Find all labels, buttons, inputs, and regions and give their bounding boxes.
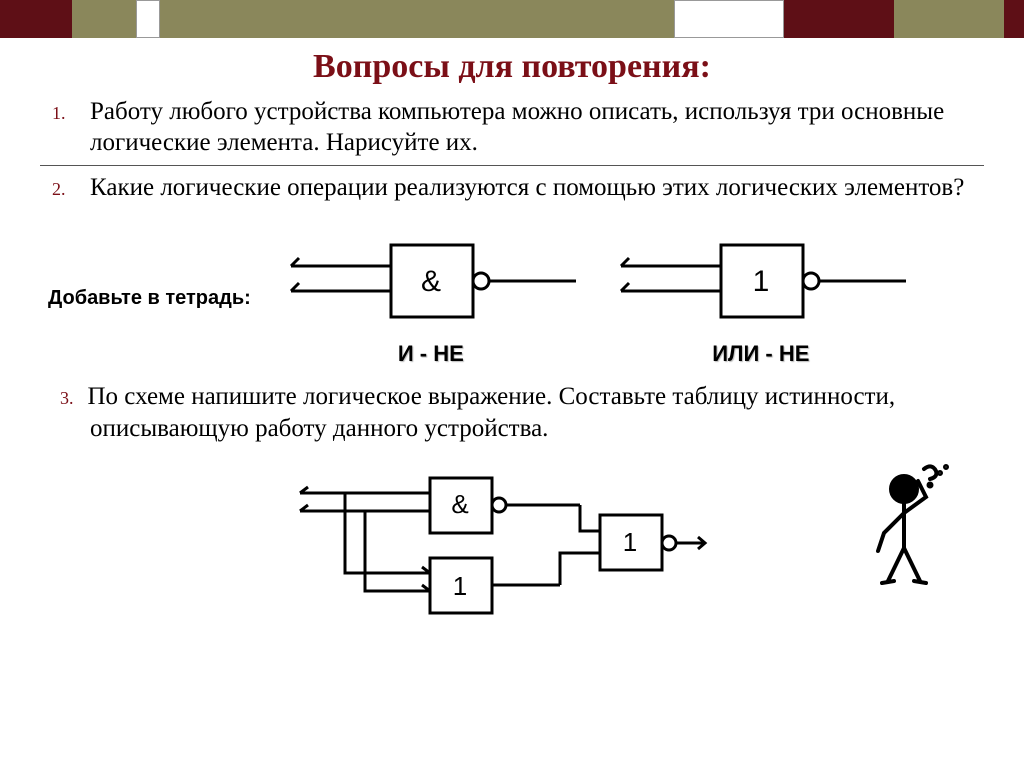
nor-symbol: 1 [752, 265, 769, 298]
notebook-note-label: Добавьте в тетрадь: [48, 287, 251, 310]
nor-caption: ИЛИ - НЕ [712, 341, 809, 367]
question-3-number: 3. [60, 388, 74, 408]
bar-seg [72, 0, 136, 38]
circuit-diagram: & 1 1 [290, 463, 710, 623]
circuit-gate1-symbol: & [451, 489, 468, 519]
bar-seg [674, 0, 784, 38]
question-2-text: Какие логические операции реализуются с … [70, 172, 984, 203]
nor-gate-block: 1 ИЛИ - НЕ [611, 231, 911, 367]
divider [40, 165, 984, 166]
circuit-gate3-symbol: 1 [623, 527, 637, 557]
page-title: Вопросы для повторения: [40, 48, 984, 86]
nand-caption: И - НЕ [398, 341, 464, 367]
top-decorative-bar [0, 0, 1024, 38]
bar-seg [160, 0, 674, 38]
question-3-text: По схеме напишите логическое выражение. … [88, 383, 896, 442]
bar-seg [0, 0, 72, 38]
question-1: Работу любого устройства компьютера можн… [70, 96, 984, 159]
question-1-text: Работу любого устройства компьютера можн… [70, 96, 984, 159]
nand-symbol: & [421, 265, 441, 298]
thinking-stickman-icon [854, 463, 954, 593]
nand-gate-icon: & [281, 231, 581, 331]
circuit-gate2-symbol: 1 [453, 571, 467, 601]
question-3: 3. По схеме напишите логическое выражение… [40, 381, 984, 445]
bar-seg [1004, 0, 1024, 38]
nor-gate-icon: 1 [611, 231, 911, 331]
bar-seg [136, 0, 160, 38]
gate-diagrams-row: Добавьте в тетрадь: & И - НЕ [40, 231, 984, 367]
bar-seg [894, 0, 1004, 38]
bar-seg [784, 0, 894, 38]
nand-gate-block: & И - НЕ [281, 231, 581, 367]
question-2: Какие логические операции реализуются с … [70, 172, 984, 203]
